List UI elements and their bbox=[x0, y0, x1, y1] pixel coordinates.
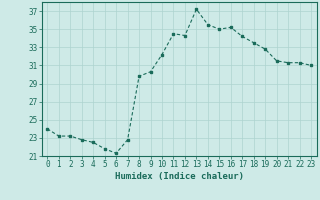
X-axis label: Humidex (Indice chaleur): Humidex (Indice chaleur) bbox=[115, 172, 244, 181]
